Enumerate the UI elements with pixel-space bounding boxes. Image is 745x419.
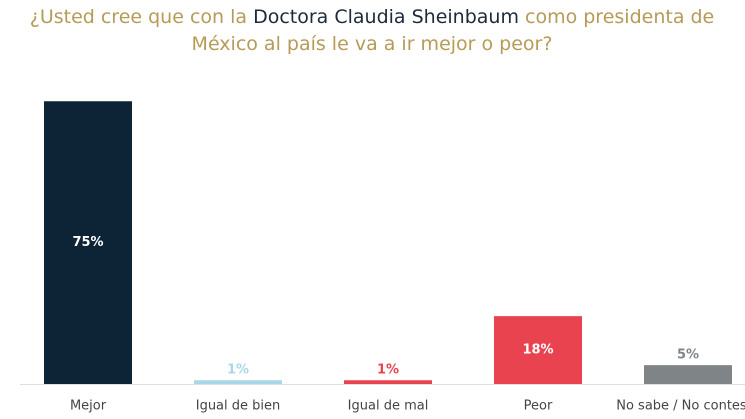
title-highlight: Doctora Claudia Sheinbaum: [253, 6, 519, 28]
bar: [494, 316, 582, 384]
bar: [344, 380, 432, 384]
bar: [644, 365, 732, 384]
x-tick-label: Mejor: [70, 399, 107, 414]
title-part: como presidenta de: [519, 6, 714, 28]
value-label: 75%: [72, 235, 103, 250]
x-tick-label: Peor: [524, 399, 553, 414]
chart-title-line: ¿Usted cree que con la Doctora Claudia S…: [30, 6, 715, 28]
bar: [194, 380, 282, 384]
x-tick-label: Igual de bien: [196, 399, 281, 414]
title-part: México al país le va a ir mejor o peor?: [192, 33, 553, 55]
value-label: 1%: [227, 363, 249, 378]
chart-title-line: México al país le va a ir mejor o peor?: [192, 33, 553, 55]
title-part: ¿Usted cree que con la: [30, 6, 253, 28]
value-label: 1%: [377, 363, 399, 378]
x-tick-label: No sabe / No contesta: [616, 399, 745, 414]
bar: [44, 101, 132, 384]
value-label: 18%: [522, 343, 553, 358]
value-label: 5%: [677, 348, 699, 363]
x-tick-label: Igual de mal: [348, 399, 429, 414]
